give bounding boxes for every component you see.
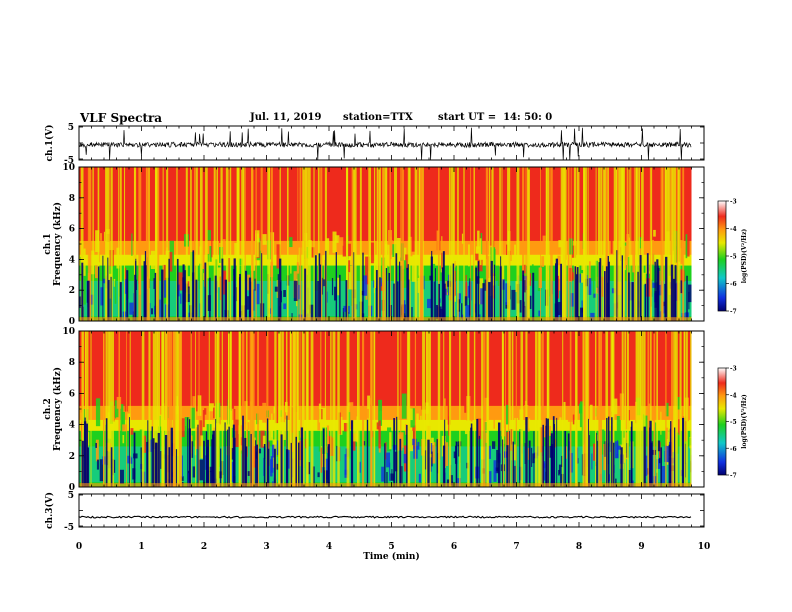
ch2-spectrogram-y-tick-label: 6 [69,389,75,399]
ch2-spectrogram-y-tick-label: 10 [62,327,75,337]
x-tick-label: 5 [388,542,394,552]
ch1-waveform-y-tick-max: 5 [68,123,74,133]
ch3-waveform-y-tick-min: -5 [64,523,74,533]
start-time-label: start UT = 14: 50: 0 [438,112,553,123]
ch2-spectrogram-floor [79,483,692,487]
station-label: station=TTX [343,112,413,123]
ch2-spectrogram-y-tick-label: 0 [69,483,75,493]
x-tick-label: 8 [576,542,582,552]
x-tick-label: 3 [263,542,269,552]
ch1-spectrogram-floor [79,317,692,321]
ch1-waveform-y-label: ch.1(V) [44,125,55,162]
x-tick-label: 2 [201,542,207,552]
ch2-spectrogram-frequency-label: Frequency (kHz) [52,367,63,451]
ch2-spectrogram-colorbar-label: log(PSD)(V²/Hz) [741,394,748,449]
ch2-spectrogram-colorbar-tick: -7 [730,473,737,480]
x-tick-label: 9 [638,542,644,552]
ch1-spectrogram-y-tick-label: 0 [69,317,75,327]
ch1-waveform-channel-label: ch.1(V) [44,125,55,162]
ch1-spectrogram-colorbar-label: log(PSD)(V²/Hz) [741,229,748,284]
x-axis-label: Time (min) [363,551,420,562]
ch3-waveform-line [78,515,692,519]
ch1-spectrogram-channel-label: ch.1 [43,233,53,254]
x-tick-label: 10 [698,542,711,552]
ch2-spectrogram-colorbar-tick: -6 [730,446,737,453]
ch2-spectrogram-y-label: ch.2 Frequency (kHz) [43,367,63,451]
ch1-spectrogram-colorbar-title: log(PSD)(V²/Hz) [741,229,748,284]
ch2-spectrogram-colorbar [717,367,727,476]
ch2-spectrogram-y-tick-label: 8 [69,358,75,368]
x-tick-label: 7 [513,542,519,552]
ch1-spectrogram-colorbar-tick: -7 [730,309,737,316]
ch2-spectrogram-y-tick-label: 2 [69,452,75,462]
ch1-spectrogram-y-tick-label: 6 [69,225,75,235]
date-label: Jul. 11, 2019 [250,112,322,123]
ch3-waveform-channel-label: ch.3(V) [44,492,55,529]
ch2-spectrogram-colorbar-tick: -4 [730,392,737,399]
ch1-spectrogram-colorbar-tick: -3 [730,199,737,206]
ch2-spectrogram [79,331,692,487]
x-tick-label: 1 [138,542,144,552]
ch1-spectrogram [79,167,692,321]
ch1-spectrogram-colorbar-tick: -6 [730,281,737,288]
ch2-spectrogram-colorbar-tick: -5 [730,419,737,426]
x-tick-label: 6 [451,542,457,552]
ch2-spectrogram-channel-label: ch.2 [43,398,53,419]
ch1-waveform-line [78,127,692,161]
ch1-spectrogram-colorbar-tick: -5 [730,254,737,261]
ch3-waveform-y-tick-max: 5 [68,491,74,501]
x-tick-label: 4 [326,542,332,552]
ch1-spectrogram-colorbar [717,200,727,312]
ch1-spectrogram-y-label: ch.1 Frequency (kHz) [43,202,63,286]
ch1-spectrogram-y-tick-label: 4 [69,255,75,265]
ch2-spectrogram-y-tick-label: 4 [69,421,75,431]
ch1-spectrogram-y-tick-label: 10 [62,163,75,173]
ch1-spectrogram-y-tick-label: 2 [69,286,75,296]
ch2-spectrogram-colorbar-title: log(PSD)(V²/Hz) [741,394,748,449]
ch2-spectrogram-colorbar-tick: -3 [730,366,737,373]
ch1-spectrogram-colorbar-tick: -4 [730,226,737,233]
ch3-waveform-y-label: ch.3(V) [44,492,55,529]
ch1-spectrogram-y-tick-label: 8 [69,194,75,204]
figure-title: VLF Spectra [80,111,163,125]
ch1-waveform-y-tick-min: -5 [64,156,74,166]
x-tick-label: 0 [76,542,82,552]
ch1-spectrogram-frequency-label: Frequency (kHz) [52,202,63,286]
